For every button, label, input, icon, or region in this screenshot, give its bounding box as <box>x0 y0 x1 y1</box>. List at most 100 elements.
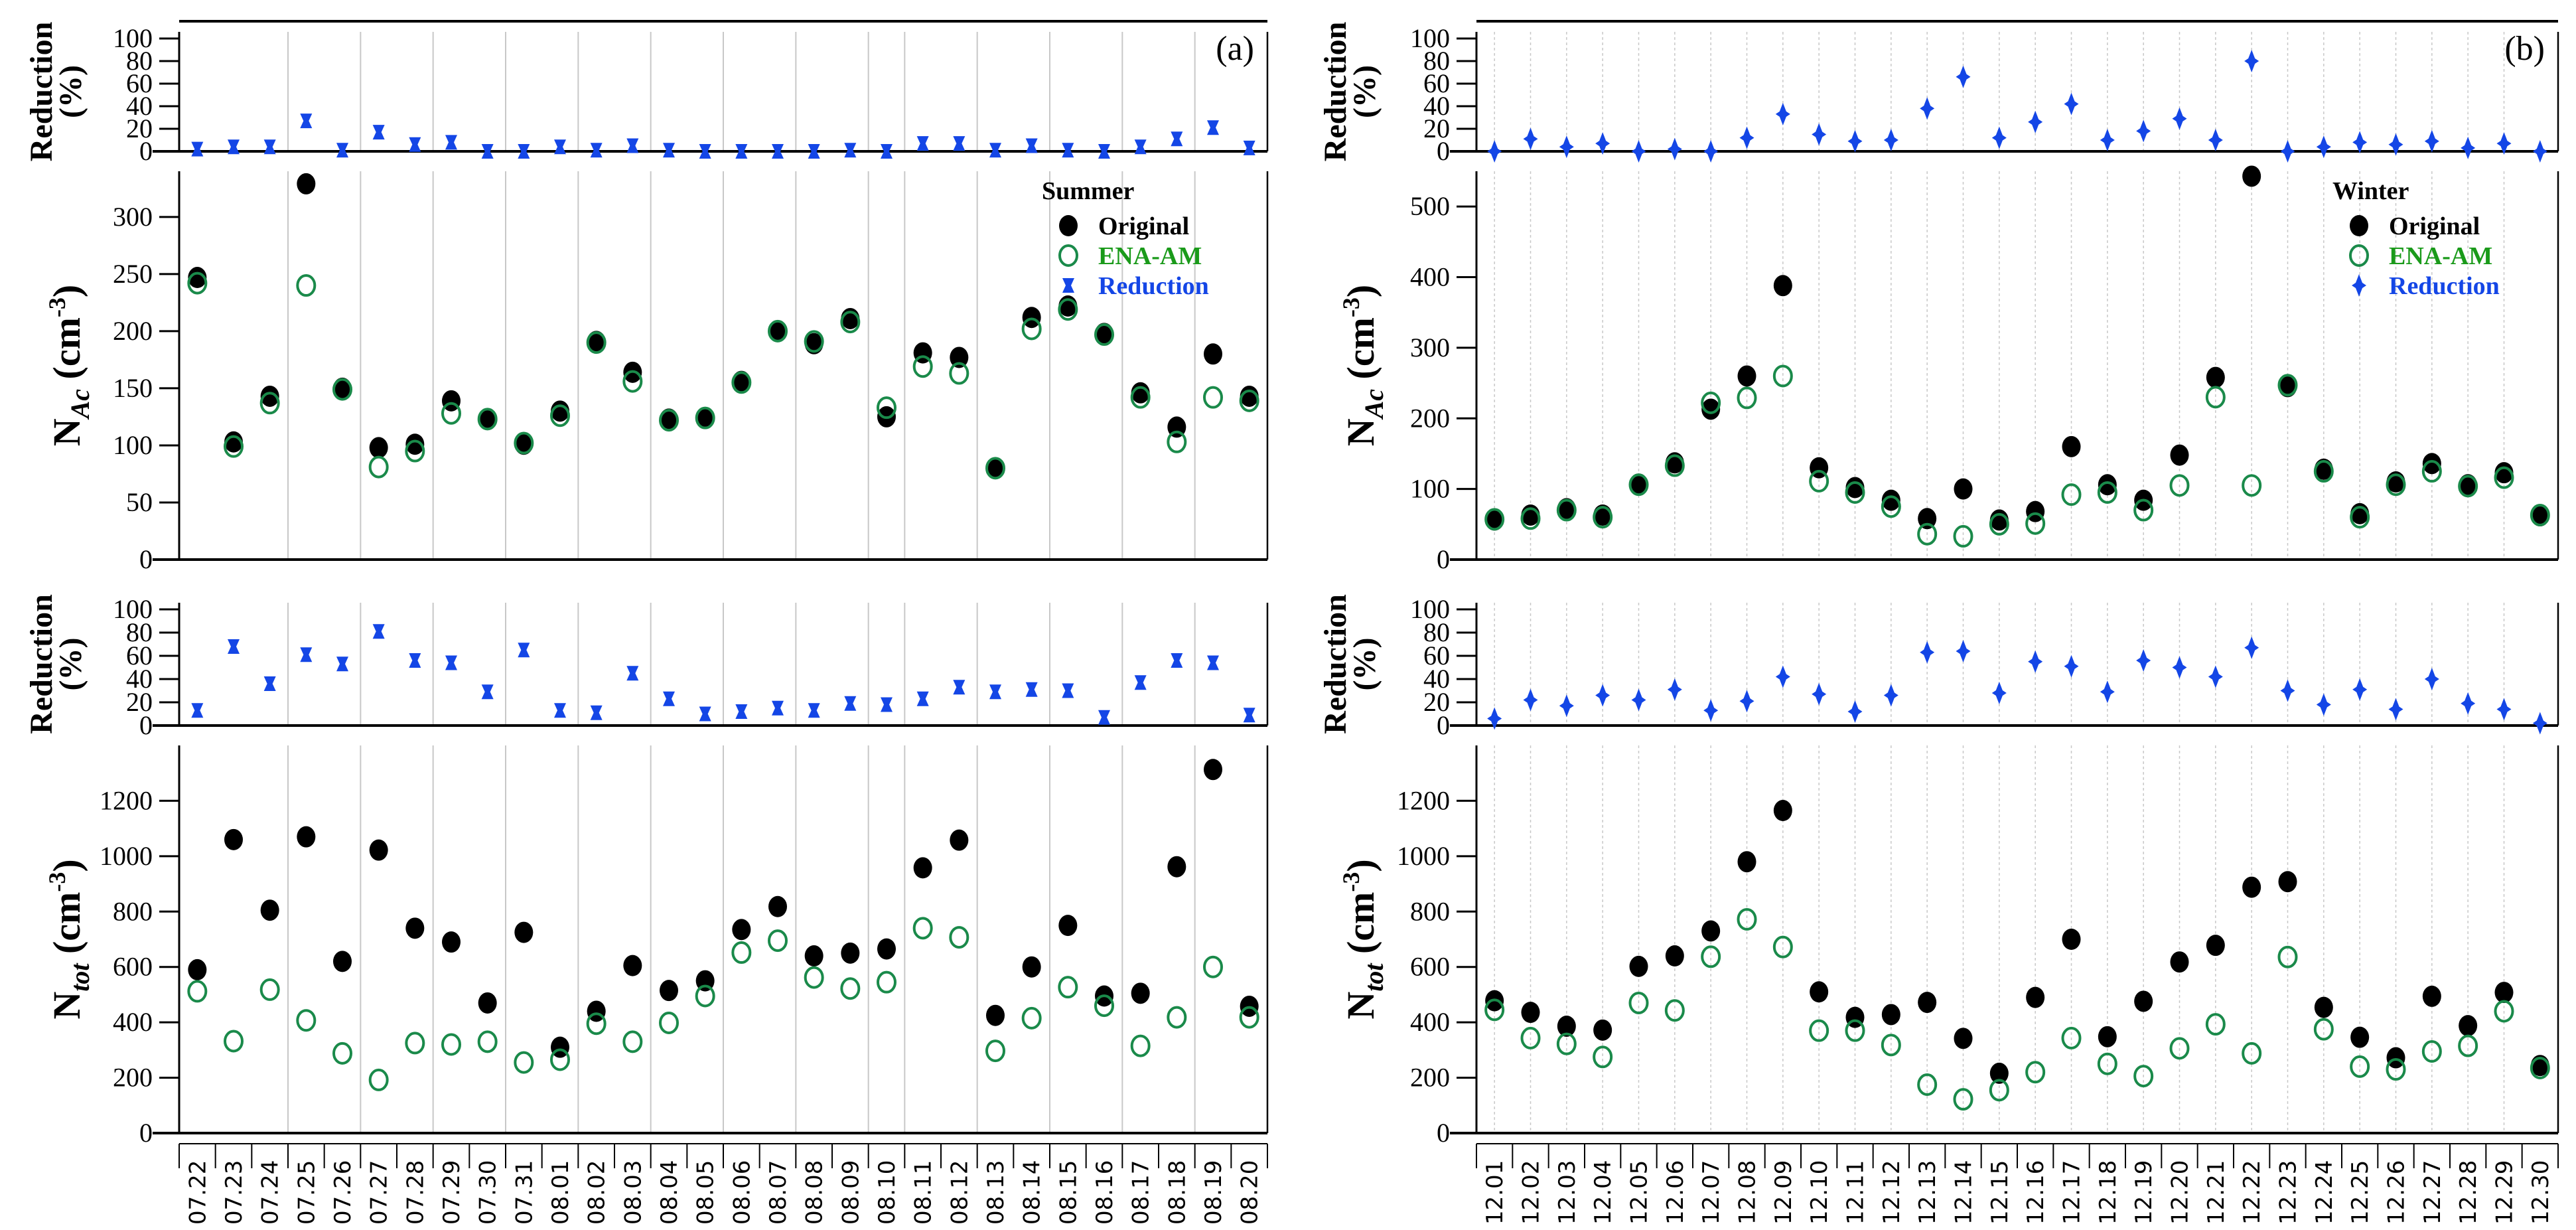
point-reduction <box>1062 143 1074 158</box>
point-original <box>2422 453 2441 475</box>
point-ena-am <box>840 977 861 1000</box>
point-original <box>2278 871 2297 893</box>
legend-ena-am-icon <box>2349 244 2369 267</box>
point-reduction <box>881 144 893 159</box>
point-reduction <box>336 656 348 672</box>
point-ena-am <box>949 926 969 949</box>
point-ena-am <box>1845 481 1865 504</box>
point-ena-am <box>1809 469 1829 493</box>
point-original <box>1989 1062 2009 1084</box>
y-tick-label: 80 <box>126 46 153 76</box>
point-ena-am <box>2025 512 2046 535</box>
point-original <box>188 959 207 980</box>
x-tick-label: 12.22 <box>2239 1160 2265 1225</box>
point-reduction <box>590 143 603 158</box>
point-reduction <box>1739 690 1754 713</box>
y-tick-label: 0 <box>139 544 153 574</box>
point-original <box>478 992 497 1014</box>
point-reduction <box>2028 110 2043 133</box>
point-ena-am <box>332 378 352 401</box>
point-ena-am <box>514 431 534 455</box>
y-tick-label: 100 <box>113 23 153 53</box>
point-ena-am <box>1484 508 1505 531</box>
x-tick-label: 12.30 <box>2528 1160 2554 1225</box>
point-reduction <box>1595 132 1610 155</box>
point-original <box>587 331 606 352</box>
x-tick-label: 12.06 <box>1662 1160 1689 1225</box>
point-original <box>2350 1026 2370 1048</box>
point-reduction <box>989 143 1001 158</box>
point-reduction <box>1098 710 1110 725</box>
y-tick-label: 80 <box>126 617 153 647</box>
point-ena-am <box>695 984 715 1008</box>
point-ena-am <box>441 1033 461 1056</box>
point-reduction <box>1739 126 1754 149</box>
x-axis-labels: 12.01 12.02 12.03 12.04 12.05 12.06 12.07 12.08… <box>1476 1143 2559 1225</box>
point-original <box>1954 1028 1973 1049</box>
x-tick-label: 12.07 <box>1698 1160 1725 1225</box>
point-ena-am <box>1628 473 1649 497</box>
legend-title: Summer <box>1042 177 1134 205</box>
point-reduction <box>1631 140 1646 163</box>
point-reduction <box>2532 712 2547 735</box>
point-original <box>1022 307 1041 329</box>
point-ena-am <box>259 978 280 1001</box>
point-original <box>1810 981 1829 1003</box>
x-tick-label: 12.05 <box>1626 1160 1653 1225</box>
point-original <box>841 942 860 964</box>
point-original <box>1845 477 1865 499</box>
y-tick-label: 60 <box>1423 68 1450 98</box>
point-reduction <box>1956 65 1971 88</box>
point-original <box>2062 435 2081 457</box>
y-tick-label: 20 <box>1423 687 1450 717</box>
point-ena-am <box>1556 499 1577 522</box>
point-ena-am <box>2313 1018 2334 1041</box>
x-tick-label: 12.24 <box>2311 1160 2338 1225</box>
point-ena-am <box>1809 1019 1829 1042</box>
point-reduction <box>2388 698 2403 721</box>
point-ena-am <box>912 917 933 940</box>
y-tick-label: 1000 <box>1397 841 1450 871</box>
point-original <box>260 385 279 407</box>
point-ena-am <box>2530 1056 2550 1079</box>
x-tick-label: 07.27 <box>366 1160 393 1225</box>
point-ena-am <box>2133 1065 2154 1088</box>
point-ena-am <box>622 370 643 393</box>
point-ena-am <box>1520 507 1541 530</box>
point-reduction <box>772 144 784 159</box>
x-tick-label: 08.19 <box>1200 1160 1227 1225</box>
y-tick-label: 60 <box>126 68 153 98</box>
x-tick-label: 08.20 <box>1237 1160 1263 1225</box>
point-ena-am <box>1239 389 1259 412</box>
legend-original-icon <box>1059 215 1078 236</box>
x-tick-label: 07.25 <box>293 1160 320 1225</box>
x-tick-label: 12.15 <box>1987 1160 2013 1225</box>
point-reduction <box>1523 127 1538 151</box>
point-reduction <box>2208 665 2223 688</box>
point-reduction <box>191 141 204 157</box>
point-original <box>950 346 969 368</box>
point-reduction <box>663 143 675 158</box>
point-original <box>405 917 425 939</box>
point-reduction <box>590 705 603 720</box>
point-original <box>1204 759 1222 781</box>
point-reduction <box>2496 132 2512 155</box>
point-reduction <box>1595 684 1610 707</box>
point-reduction <box>2352 131 2368 154</box>
point-ena-am <box>187 271 208 295</box>
point-reduction <box>2496 698 2512 721</box>
point-ena-am <box>477 408 498 431</box>
point-ena-am <box>695 406 715 429</box>
y-tick-label: 60 <box>1423 641 1450 670</box>
subplot-ntot: 0 200 400 600 800 1000 1200 Ntot (cm-3) <box>44 745 1269 1148</box>
point-reduction <box>191 703 204 718</box>
y-tick-label: 400 <box>113 1007 153 1037</box>
point-reduction <box>844 143 857 158</box>
point-original <box>986 1004 1005 1026</box>
point-reduction <box>481 684 494 700</box>
legend-reduction-icon <box>1062 278 1074 293</box>
point-reduction <box>1991 126 2007 149</box>
point-ena-am <box>1701 945 1721 968</box>
point-reduction <box>228 639 240 654</box>
